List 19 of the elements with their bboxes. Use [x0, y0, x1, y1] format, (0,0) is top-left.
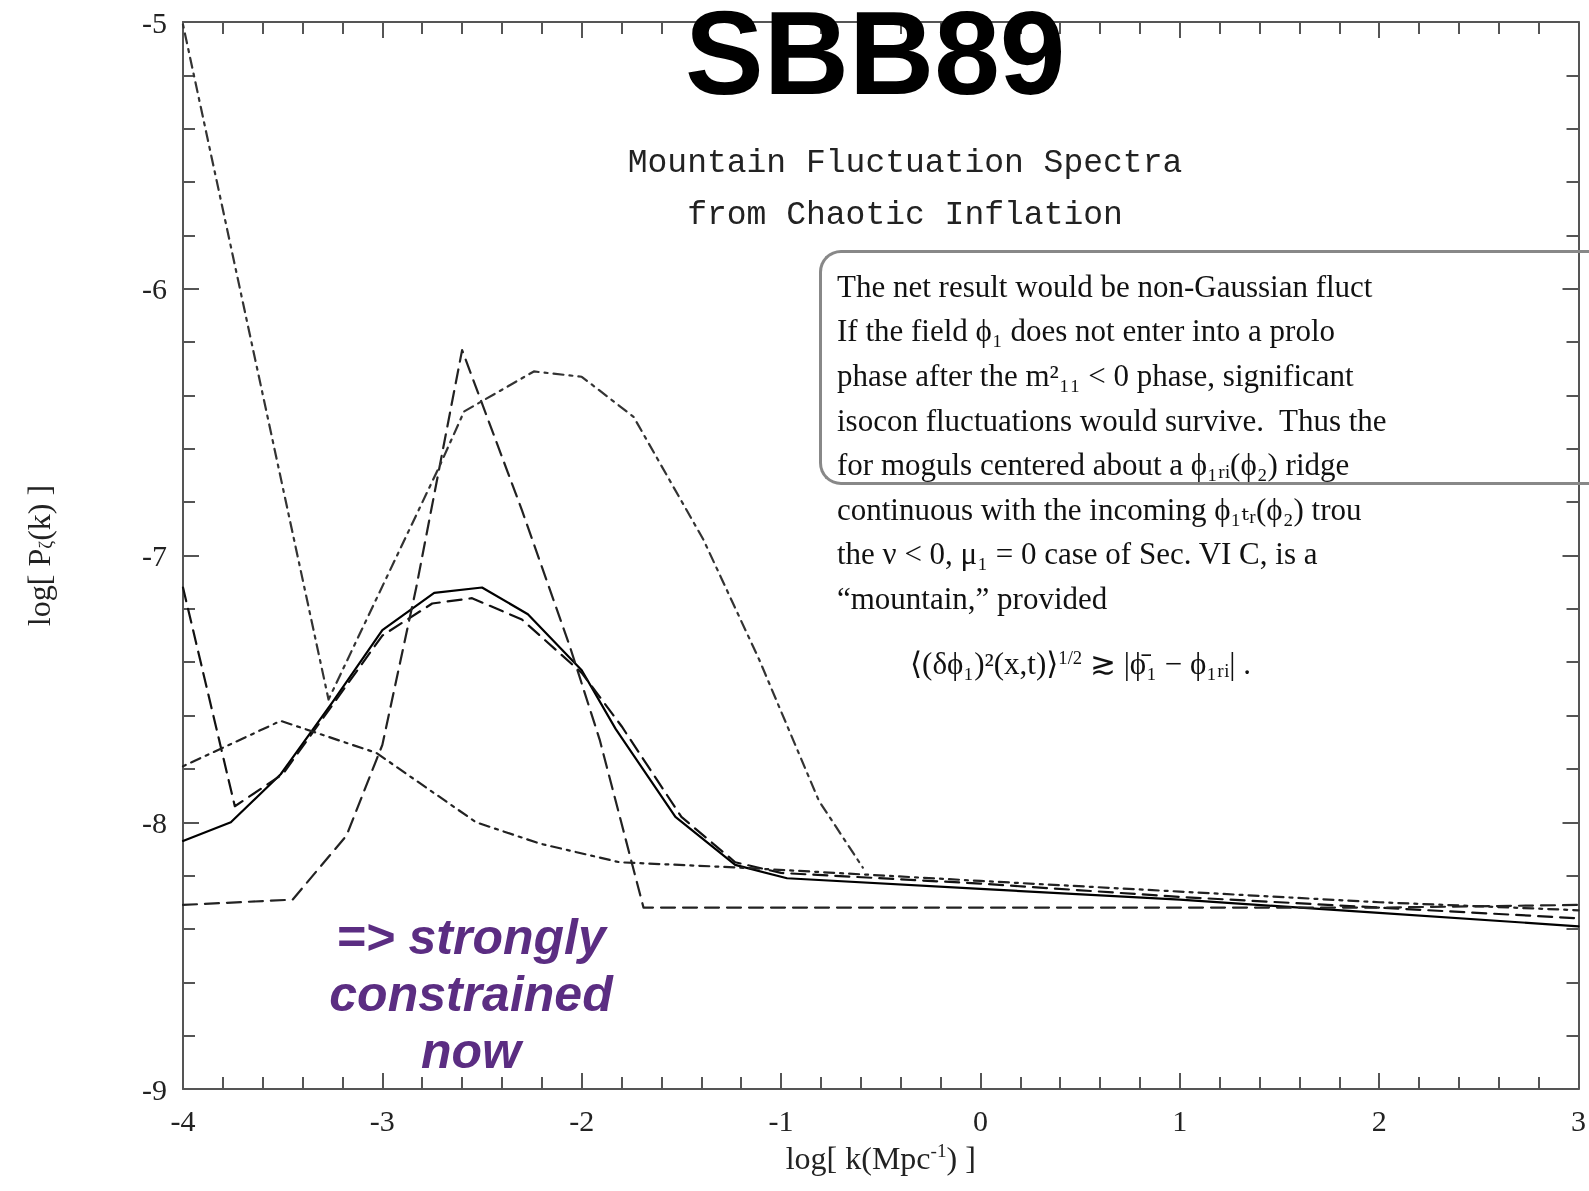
y-tick-label: -6 [142, 272, 167, 306]
x-tick-label: -2 [569, 1103, 595, 1137]
y-tick-label: -8 [142, 805, 167, 839]
annotation: => strongly constrained now [329, 908, 615, 1079]
annotation: The net result would be non-Gaussian fluct If the field ϕ₁ does not enter into a prolo phase after the m²₁₁ < 0 phase, significant isocon fluctuations would survive. Thus the for moguls centered about a ϕ₁ᵣᵢ(ϕ₂) ridge continuous with the incoming ϕ₁ₜᵣ(ϕ₂) trou the ν < 0, μ₁ = 0 case of Sec. VI C, is a “mountain,” provided [837, 268, 1387, 616]
x-tick-label: 1 [1172, 1103, 1188, 1137]
x-tick-label: -1 [768, 1103, 794, 1137]
y-axis-title: log[ Pζ(k) ] [21, 484, 57, 627]
y-tick-label: -9 [142, 1072, 167, 1106]
y-tick-label: -5 [142, 5, 167, 39]
x-tick-label: -3 [369, 1103, 395, 1137]
x-tick-label: 2 [1371, 1103, 1387, 1137]
x-tick-label: -4 [170, 1103, 196, 1137]
annotation: SBB89 [685, 0, 1066, 119]
text: Mountain Fluctuation Spectra from Chaotic Inflation [627, 144, 1183, 234]
y-tick-label: -7 [142, 539, 167, 572]
x-tick-label: 0 [972, 1103, 988, 1137]
line-series [181, 349, 1580, 909]
x-tick-label: 3 [1571, 1103, 1586, 1137]
